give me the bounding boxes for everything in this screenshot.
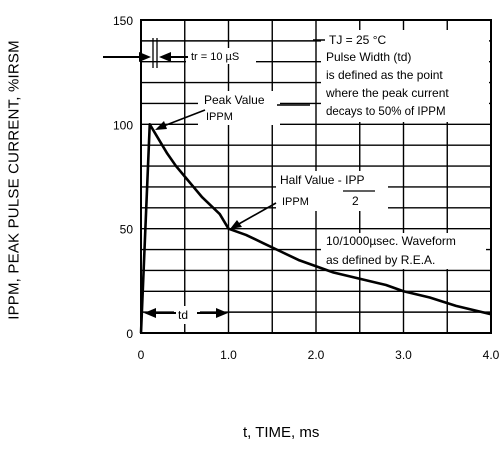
annotation-ippm-peak: IPPM (206, 111, 233, 123)
x-tick-label: 0 (138, 348, 145, 362)
x-tick-label: 3.0 (395, 348, 412, 362)
annotation-box (321, 30, 489, 122)
annotation-box (321, 233, 486, 269)
peak-arrow-shaft (160, 109, 206, 128)
annotation-boxes (174, 30, 489, 324)
y-tick-label: 150 (113, 14, 133, 28)
condition-line-3: is defined as the point (326, 68, 443, 82)
annotation-half-divisor: 2 (352, 194, 359, 208)
annotation-peak-value: Peak Value (204, 93, 265, 107)
y-tick-label: 50 (120, 223, 134, 237)
condition-line-2: Pulse Width (td) (326, 50, 411, 64)
annotation-marks (103, 38, 375, 318)
x-tick-label: 2.0 (308, 348, 325, 362)
x-tick-label: 1.0 (220, 348, 237, 362)
waveform-line-2: as defined by R.E.A. (326, 253, 435, 267)
tr-arrow-right-head (159, 52, 171, 62)
y-tick-label: 0 (126, 327, 133, 341)
x-axis-label: t, TIME, ms (243, 424, 320, 441)
half-arrow-head (230, 220, 242, 229)
condition-line-4: where the peak current (325, 86, 449, 100)
waveform-line-1: 10/1000µsec. Waveform (326, 234, 456, 248)
td-arrow-left-head (144, 308, 156, 318)
tr-arrow-left-head (139, 52, 151, 62)
annotation-td: td (178, 308, 188, 322)
annotation-box (198, 91, 280, 125)
annotation-tr: tr = 10 µS (191, 51, 239, 63)
peak-arrow-head (155, 121, 167, 130)
annotation-box (186, 48, 256, 64)
annotation-half-value: Half Value - IPP (280, 173, 364, 187)
condition-line-5: decays to 50% of IPPM (326, 106, 446, 118)
condition-line-1: TJ = 25 °C (329, 33, 386, 47)
x-tick-label: 4.0 (483, 348, 500, 362)
half-arrow-shaft (236, 202, 277, 226)
td-arrow-right-head (216, 308, 228, 318)
annotation-half-ippm: IPPM (282, 196, 309, 208)
annotation-box (174, 306, 200, 324)
curve-layer (139, 123, 492, 334)
pulse-curve (139, 123, 492, 334)
y-tick-label: 100 (113, 118, 133, 132)
tick-labels: 0 1.0 2.0 3.0 4.0 0 50 100 150 (113, 14, 500, 362)
